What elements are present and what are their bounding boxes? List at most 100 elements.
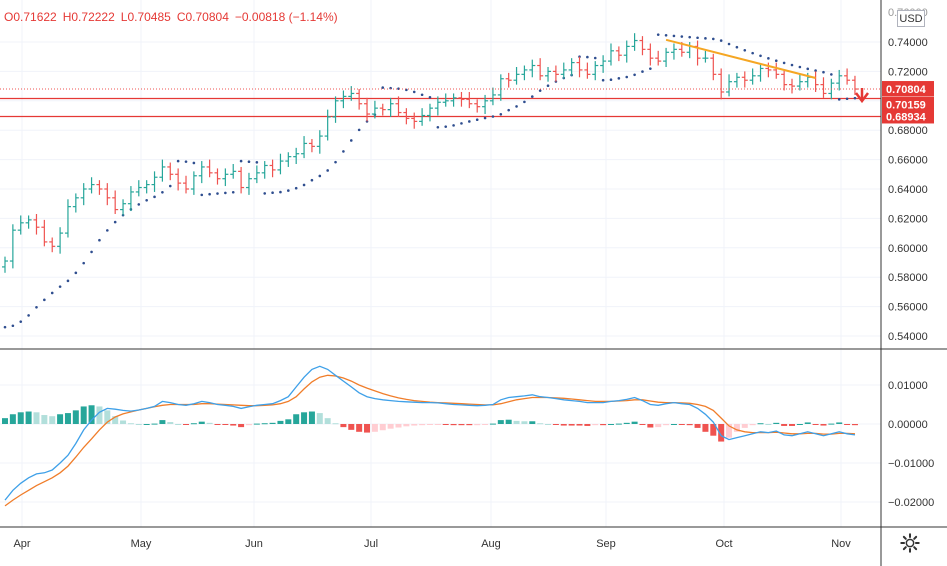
histogram-bar bbox=[466, 424, 473, 426]
gear-icon[interactable] bbox=[899, 532, 921, 554]
psar-dot bbox=[176, 159, 180, 163]
psar-dot bbox=[334, 160, 337, 164]
level-price-badge: 0.70159 bbox=[886, 99, 926, 111]
psar-dot bbox=[302, 183, 306, 187]
price-tick-label: 0.64000 bbox=[888, 184, 928, 196]
legend-change: −0.00818 (−1.14%) bbox=[234, 10, 338, 24]
ohlc-bar bbox=[576, 56, 583, 78]
ohlc-bar bbox=[151, 171, 158, 192]
ohlc-bar bbox=[529, 59, 536, 78]
psar-dot bbox=[452, 124, 455, 127]
histogram-bar bbox=[726, 424, 733, 438]
psar-dot bbox=[664, 33, 668, 37]
psar-dot bbox=[357, 128, 361, 132]
histogram-bar bbox=[49, 416, 56, 424]
histogram-bar bbox=[316, 413, 323, 424]
histogram-bar bbox=[836, 422, 843, 424]
histogram-bar bbox=[324, 418, 331, 424]
psar-dot bbox=[82, 261, 85, 265]
ohlc-bar bbox=[820, 77, 827, 98]
psar-dot bbox=[790, 63, 794, 67]
psar-dot bbox=[43, 298, 46, 302]
psar-dot bbox=[475, 118, 479, 122]
psar-dot bbox=[294, 186, 298, 190]
histogram-bar bbox=[340, 424, 347, 428]
histogram-bar bbox=[639, 424, 646, 425]
ohlc-bar bbox=[25, 215, 32, 229]
histogram-bar bbox=[702, 424, 709, 432]
price-tick-label: 0.66000 bbox=[888, 155, 928, 167]
macd-line bbox=[4, 365, 856, 501]
ohlc-bar bbox=[183, 175, 190, 194]
indicator-tick-label: 0.00000 bbox=[888, 419, 928, 431]
histogram-bar bbox=[474, 424, 481, 426]
histogram-bar bbox=[9, 414, 16, 424]
psar-dot bbox=[523, 100, 526, 104]
ohlc-bar bbox=[340, 90, 347, 109]
psar-dot bbox=[381, 86, 385, 89]
histogram-bar bbox=[773, 422, 780, 424]
histogram-bar bbox=[489, 423, 496, 425]
price-tick-label: 0.58000 bbox=[888, 272, 928, 284]
psar-dot bbox=[727, 42, 731, 46]
currency-button[interactable]: USD bbox=[897, 10, 925, 27]
histogram-bar bbox=[214, 424, 221, 425]
ohlc-bar bbox=[607, 43, 614, 66]
histogram-bar bbox=[33, 412, 40, 424]
ohlc-bar bbox=[127, 186, 134, 212]
ohlc-bar bbox=[167, 162, 174, 181]
level-price-badge: 0.68934 bbox=[886, 111, 927, 123]
psar-dot bbox=[444, 125, 448, 128]
price-tick-label: 0.68000 bbox=[888, 125, 928, 137]
horizontal-levels[interactable] bbox=[0, 97, 881, 118]
ohlc-bar bbox=[72, 193, 79, 213]
ohlc-bar bbox=[387, 97, 394, 117]
histogram-bar bbox=[277, 420, 284, 424]
histogram-bar bbox=[159, 420, 166, 424]
histogram-bar bbox=[537, 423, 544, 425]
ohlc-bar bbox=[293, 147, 300, 165]
psar-dot bbox=[806, 67, 810, 71]
histogram-bar bbox=[151, 423, 158, 425]
ohlc-bar bbox=[198, 161, 205, 184]
histogram-bar bbox=[796, 424, 803, 425]
ohlc-bar bbox=[9, 224, 16, 269]
legend-high: H0.72222 bbox=[62, 10, 115, 24]
histogram-bar bbox=[552, 424, 559, 425]
histogram-bar bbox=[710, 424, 717, 436]
indicator-axis-tick-labels: 0.01000 0.00000 −0.01000 −0.02000 bbox=[888, 380, 934, 509]
psar-dot bbox=[743, 48, 747, 52]
psar-dot bbox=[263, 192, 267, 195]
ohlc-bar bbox=[718, 68, 725, 100]
psar-dot bbox=[161, 190, 164, 194]
histogram-bar bbox=[285, 419, 292, 424]
histogram-bar bbox=[670, 424, 677, 425]
psar-dot bbox=[389, 86, 392, 90]
psar-dot bbox=[145, 199, 148, 202]
ohlc-bar bbox=[726, 74, 733, 97]
psar-dot bbox=[719, 39, 723, 42]
psar-dot bbox=[822, 70, 825, 74]
histogram-bar bbox=[686, 424, 693, 426]
histogram-bar bbox=[403, 424, 410, 427]
trendline-group[interactable] bbox=[665, 38, 816, 79]
ohlc-bar bbox=[120, 199, 127, 216]
histogram-bar bbox=[183, 424, 190, 425]
psar-dot bbox=[310, 178, 314, 182]
psar-dot bbox=[35, 305, 38, 309]
ohlc-bar bbox=[80, 183, 87, 206]
psar-dot bbox=[656, 33, 660, 36]
ohlc-bar bbox=[655, 50, 662, 66]
histogram-bar bbox=[419, 424, 426, 426]
histogram-bar bbox=[120, 420, 127, 424]
histogram-bar bbox=[301, 412, 308, 424]
ohlc-bar bbox=[332, 96, 339, 123]
ohlc-bar bbox=[135, 180, 142, 197]
psar-dot bbox=[767, 57, 770, 60]
price-tick-label: 0.72000 bbox=[888, 66, 928, 78]
ohlc-bar bbox=[190, 171, 197, 195]
histogram-bar bbox=[647, 424, 654, 428]
ohlc-bar bbox=[513, 66, 520, 85]
